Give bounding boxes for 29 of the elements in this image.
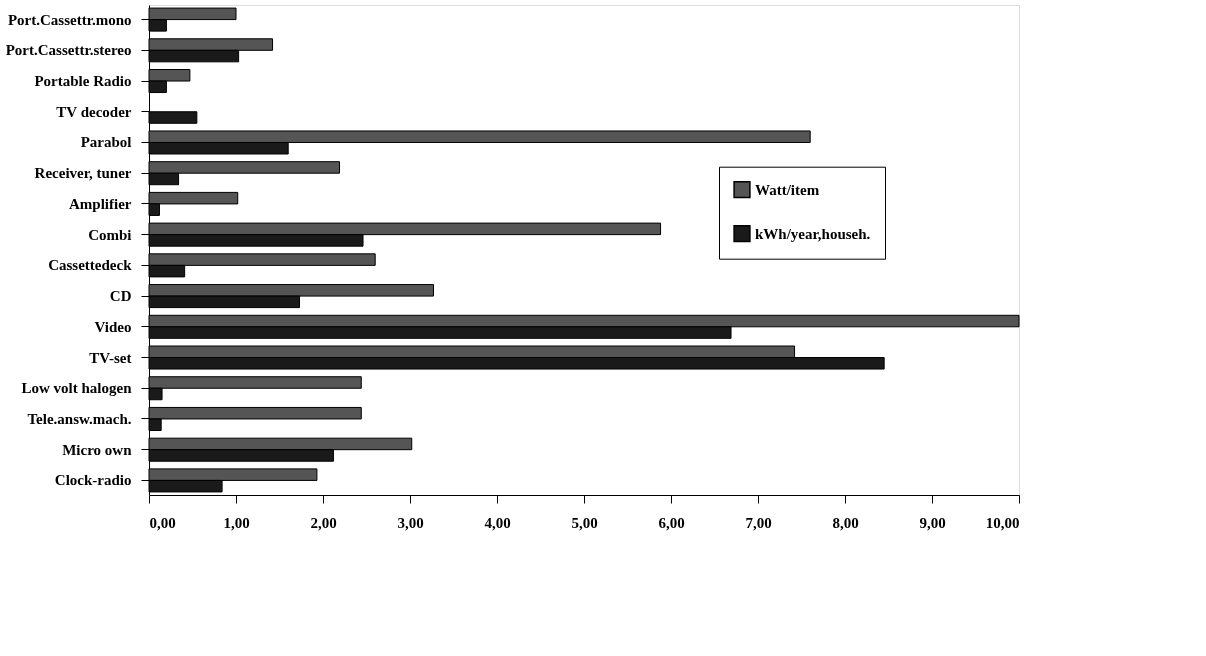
y-tick-label: TV-set xyxy=(89,349,132,366)
y-tick-label: Portable Radio xyxy=(34,73,132,90)
x-tick-label: 10,00 xyxy=(985,514,1020,531)
x-tick-label: 8,00 xyxy=(832,514,859,531)
x-tick-label: 4,00 xyxy=(484,514,511,531)
y-tick-label: Video xyxy=(94,318,132,335)
y-tick-label: Tele.answ.mach. xyxy=(27,410,132,427)
y-tick-label: Low volt halogen xyxy=(21,380,133,397)
x-tick-label: 9,00 xyxy=(919,514,946,531)
x-tick-label: 0,00 xyxy=(149,514,176,531)
x-tick-label: 3,00 xyxy=(397,514,424,531)
y-tick-label: Combi xyxy=(88,226,132,243)
y-tick-label: Amplifier xyxy=(69,195,132,212)
x-tick-label: 5,00 xyxy=(571,514,598,531)
y-tick-label: CD xyxy=(109,288,132,305)
y-tick-label: Port.Cassettr.stereo xyxy=(5,42,132,59)
legend-label: Watt/item xyxy=(755,181,820,198)
legend-label: kWh/year,househ. xyxy=(755,225,871,242)
y-tick-label: Cassettedeck xyxy=(48,257,133,274)
y-tick-label: Clock-radio xyxy=(54,472,132,489)
x-tick-label: 6,00 xyxy=(658,514,685,531)
x-tick-label: 2,00 xyxy=(310,514,337,531)
y-tick-label: Receiver, tuner xyxy=(34,165,132,182)
y-tick-label: Micro own xyxy=(62,441,133,458)
y-tick-label: TV decoder xyxy=(56,103,132,120)
y-tick-label: Port.Cassettr.mono xyxy=(7,11,132,28)
x-tick-label: 7,00 xyxy=(745,514,772,531)
y-tick-label: Parabol xyxy=(80,134,132,151)
x-tick-label: 1,00 xyxy=(223,514,250,531)
